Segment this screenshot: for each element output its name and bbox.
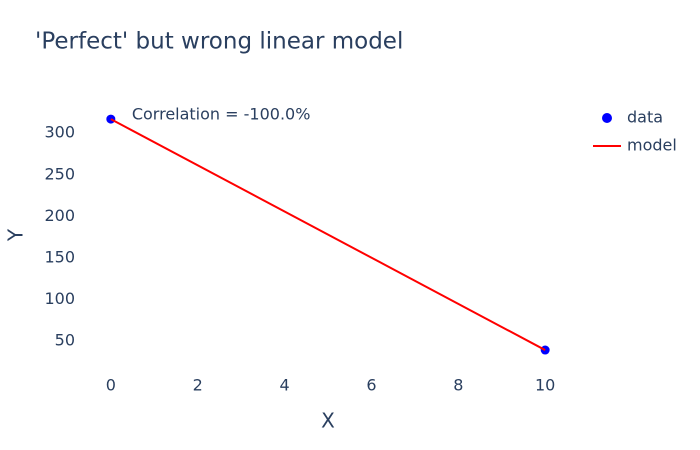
legend-label: model [627,136,677,155]
x-axis-label: X [321,409,335,433]
y-tick-label: 50 [55,330,75,349]
x-tick-label: 4 [279,376,289,395]
legend-swatch [602,113,612,123]
y-tick-label: 150 [44,247,75,266]
chart-title: 'Perfect' but wrong linear model [35,29,403,55]
x-tick-label: 6 [366,376,376,395]
y-tick-label: 300 [44,123,75,142]
y-axis-label: Y [4,228,28,242]
annotation: Correlation = -100.0% [132,105,311,124]
y-tick-label: 100 [44,289,75,308]
y-tick-label: 250 [44,164,75,183]
y-tick-label: 200 [44,206,75,225]
x-tick-label: 0 [106,376,116,395]
x-tick-label: 8 [453,376,463,395]
legend-label: data [627,108,663,127]
x-tick-label: 10 [535,376,555,395]
x-tick-label: 2 [193,376,203,395]
line-series [110,118,546,351]
